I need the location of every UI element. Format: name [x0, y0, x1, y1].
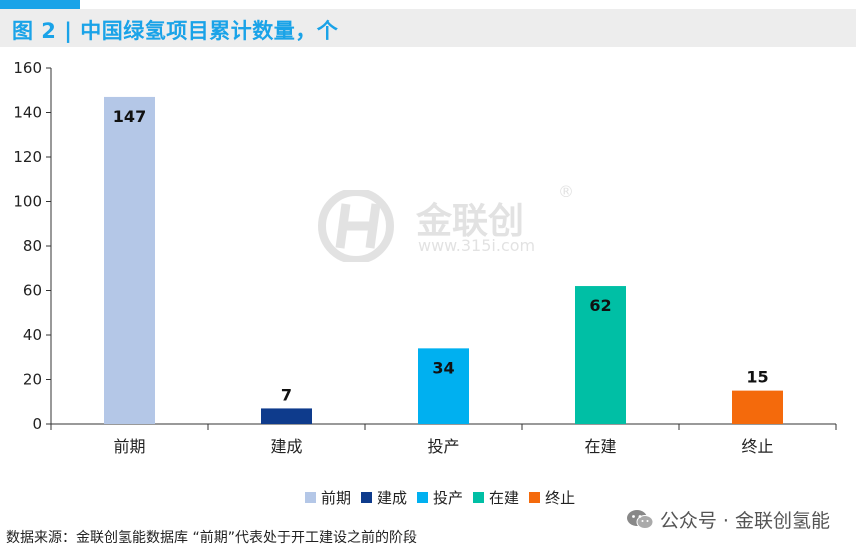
- wechat-icon: [626, 509, 654, 529]
- bar: [575, 286, 626, 424]
- wechat-account: 公众号 · 金联创氢能: [626, 506, 830, 533]
- legend-swatch: [305, 492, 316, 503]
- bars: 147 7 34 62 15: [104, 96, 783, 425]
- legend-item: 前期: [305, 487, 351, 508]
- y-tick-label: 40: [23, 326, 42, 344]
- legend-item: 在建: [473, 487, 519, 508]
- chart-title: 图 2 | 中国绿氢项目累计数量，个: [12, 19, 339, 43]
- title-accent-bar: [0, 0, 80, 9]
- x-axis: 前期 建成 投产 在建 终止: [50, 423, 837, 456]
- data-label: 62: [589, 296, 611, 315]
- legend-label: 建成: [377, 489, 408, 507]
- watermark-logo-icon: [318, 190, 394, 262]
- y-tick-label: 160: [13, 59, 42, 77]
- data-label: 147: [113, 107, 146, 126]
- watermark-registered-mark: ®: [558, 182, 574, 201]
- legend: 前期 建成 投产 在建 终止: [305, 487, 575, 508]
- legend-item: 投产: [417, 487, 463, 508]
- y-tick-label: 100: [13, 193, 42, 211]
- legend-swatch: [417, 492, 429, 503]
- x-tick-label: 投产: [427, 437, 459, 456]
- data-label: 34: [432, 358, 454, 377]
- watermark-url: www.315i.com: [418, 236, 536, 255]
- x-tick-label: 建成: [270, 437, 302, 456]
- legend-swatch: [529, 492, 541, 503]
- account-name: 公众号 · 金联创氢能: [659, 510, 830, 532]
- title-bar: 图 2 | 中国绿氢项目累计数量，个: [0, 9, 856, 47]
- x-tick-label: 前期: [113, 437, 145, 456]
- bar-chart: 0 20 40 60 80 100 120 140 160 前期 建成 投产 在建 终止 147 7 34 6…: [13, 59, 837, 456]
- y-tick-label: 0: [32, 415, 42, 433]
- y-tick-label: 120: [13, 148, 42, 166]
- source-note: 数据来源：金联创氢能数据库 “前期”代表处于开工建设之前的阶段: [6, 530, 417, 546]
- legend-label: 终止: [545, 489, 576, 507]
- legend-label: 投产: [433, 489, 464, 507]
- data-label: 15: [746, 368, 768, 387]
- legend-swatch: [361, 492, 373, 503]
- bar: [418, 348, 469, 424]
- x-tick-label: 终止: [741, 437, 773, 456]
- x-tick-label: 在建: [584, 437, 616, 456]
- y-tick-label: 60: [23, 282, 42, 300]
- legend-swatch: [473, 492, 485, 503]
- y-tick-label: 80: [23, 237, 42, 255]
- legend-item: 建成: [361, 487, 407, 508]
- y-axis: 0 20 40 60 80 100 120 140 160: [13, 59, 52, 433]
- legend-label: 在建: [489, 489, 520, 507]
- data-label: 7: [281, 385, 292, 404]
- legend-item: 终止: [529, 487, 575, 508]
- y-tick-label: 20: [23, 371, 42, 389]
- watermark-brand: 金联创: [416, 201, 525, 242]
- bar: [261, 408, 312, 424]
- watermark: 金联创 ® www.315i.com: [316, 182, 586, 268]
- y-tick-label: 140: [13, 104, 42, 122]
- bar: [732, 390, 783, 424]
- legend-label: 前期: [321, 489, 352, 507]
- bar: [104, 96, 155, 425]
